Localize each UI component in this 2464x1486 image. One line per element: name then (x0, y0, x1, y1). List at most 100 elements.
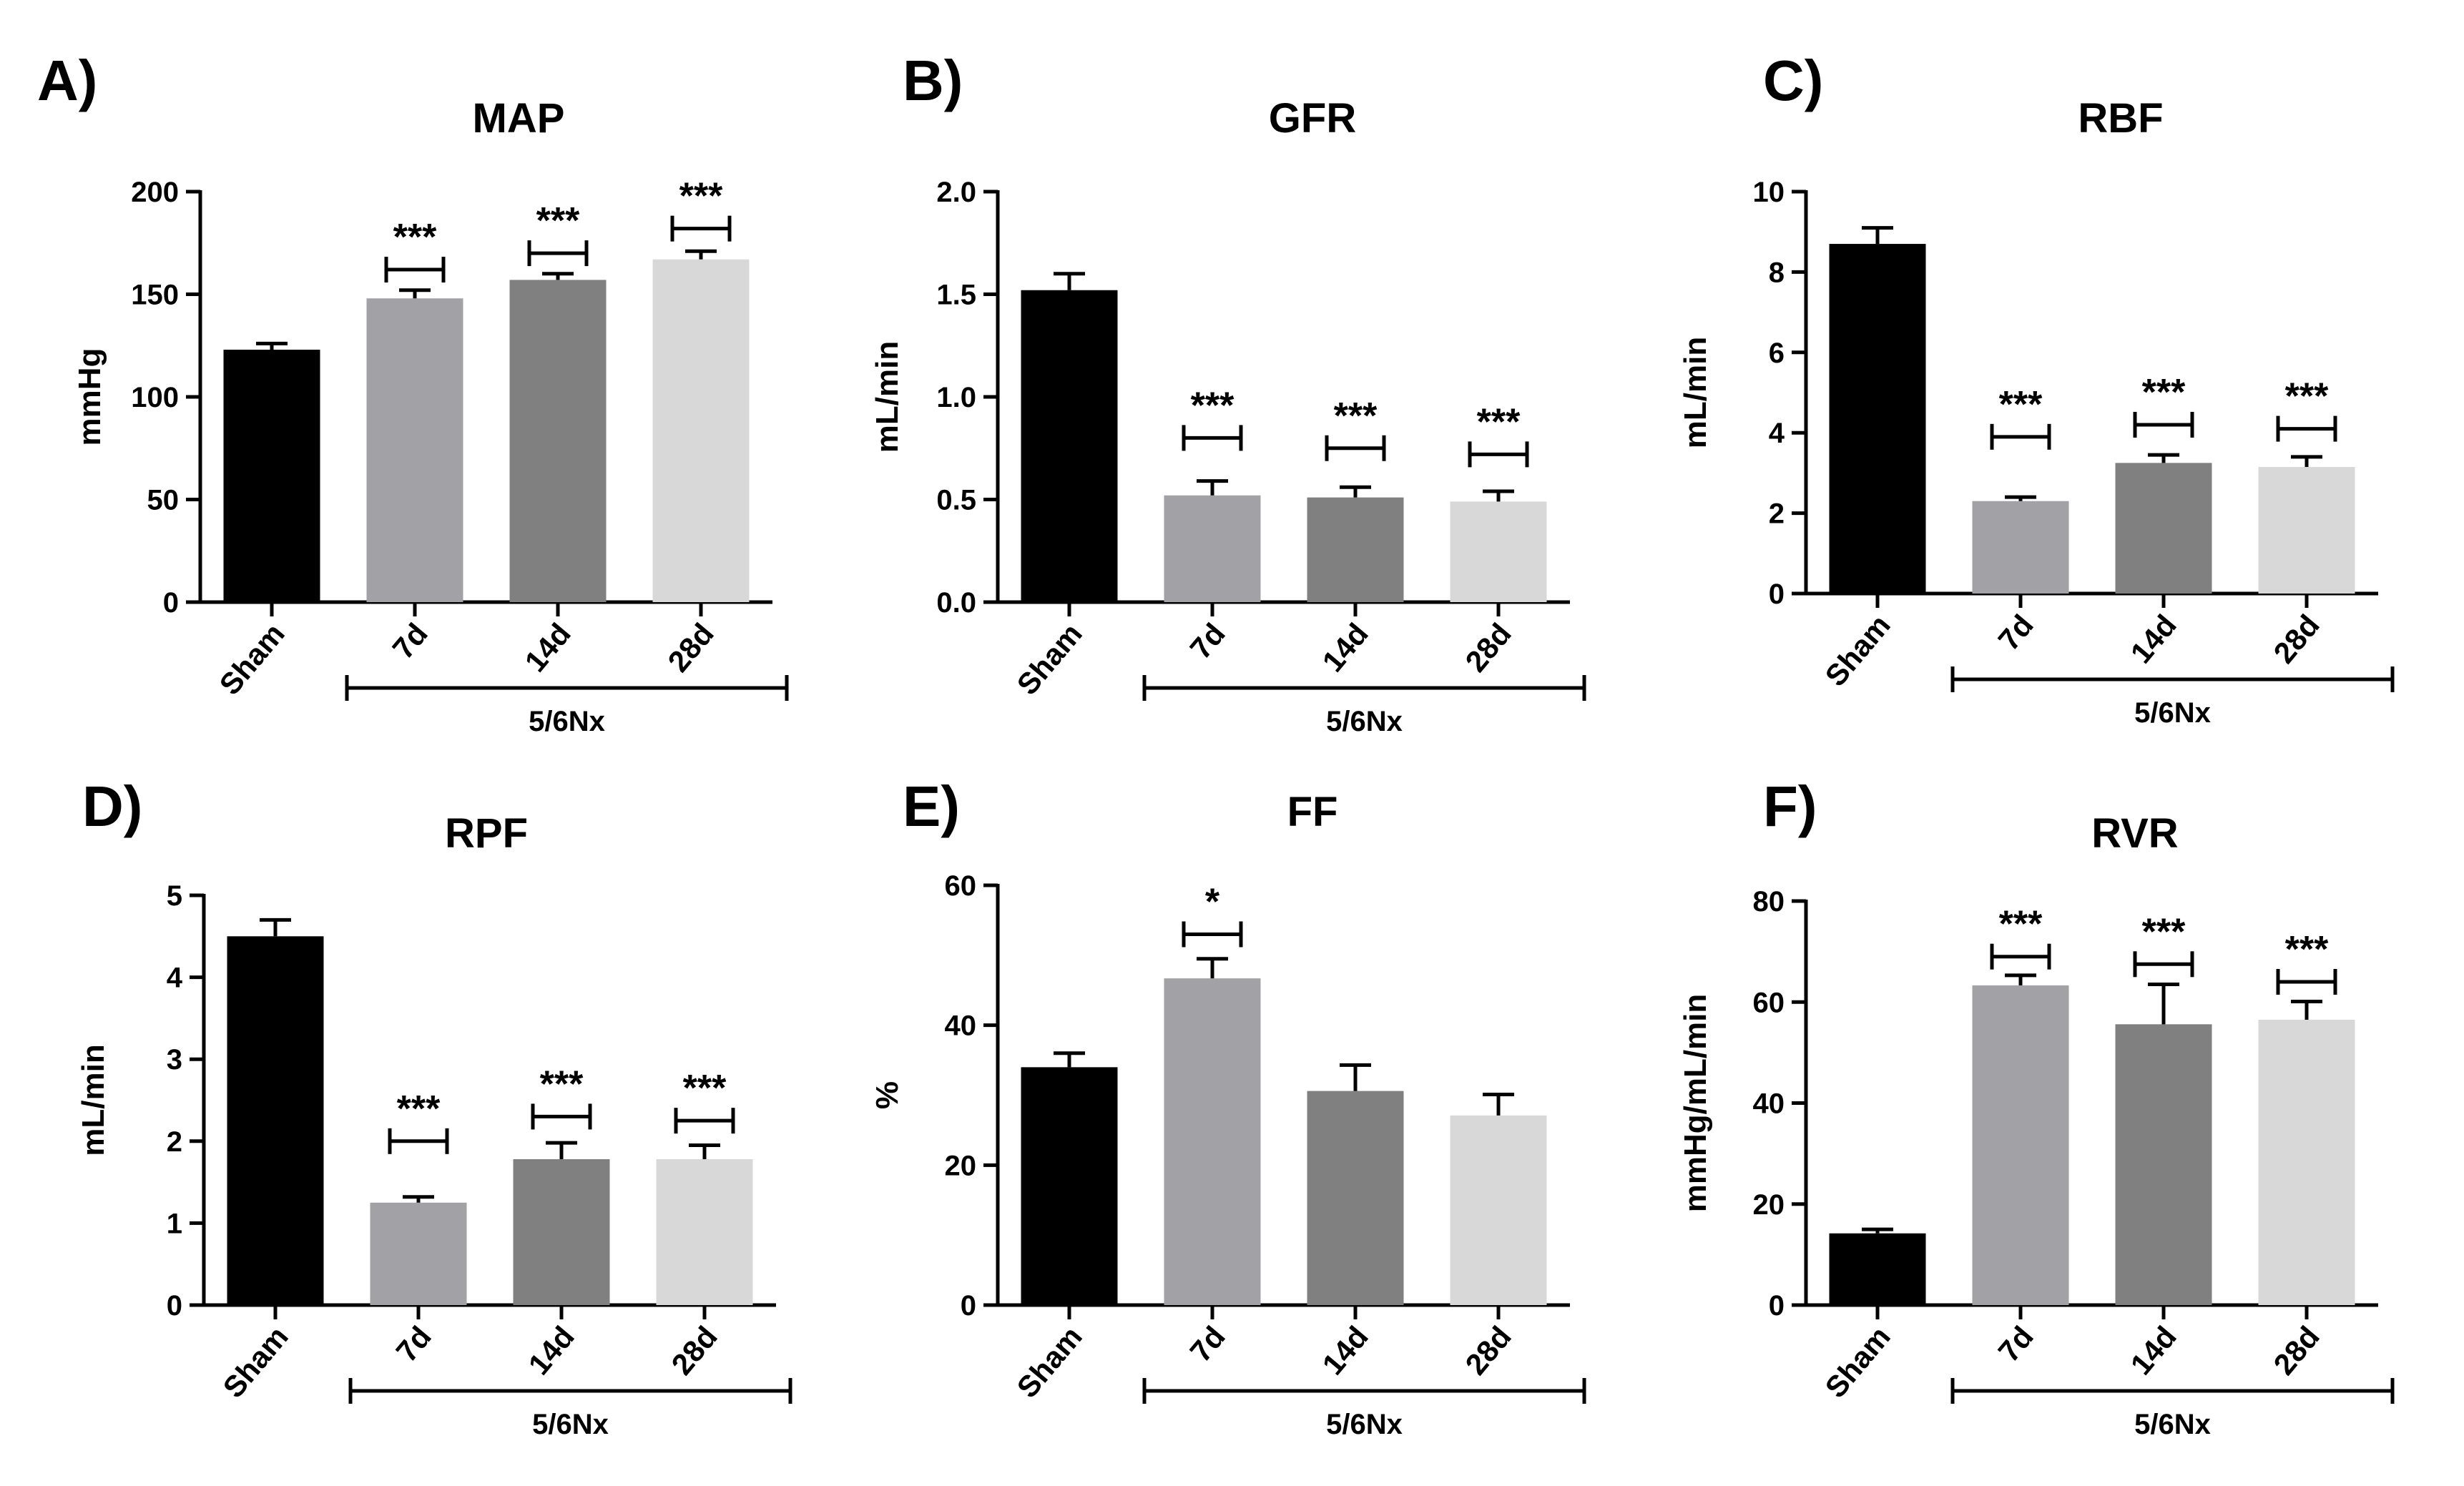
y-tick-label: 6 (1769, 338, 1785, 369)
x-tick-label: 14d (518, 617, 577, 679)
x-tick-label: Sham (1818, 1320, 1897, 1404)
y-tick-label: 0 (1769, 1290, 1785, 1322)
y-tick-label: 0.0 (936, 587, 976, 619)
bar-28d (1450, 501, 1547, 602)
significance-marker: *** (397, 1088, 441, 1130)
panel-letter: E) (903, 774, 960, 838)
group-label: 5/6Nx (2134, 1409, 2211, 1440)
x-tick-label: 28d (661, 617, 720, 679)
significance-marker: *** (1477, 401, 1521, 443)
y-tick-label: 100 (131, 382, 179, 413)
bar-sham (1829, 244, 1926, 594)
chart-title: RPF (445, 810, 528, 857)
panel-c: C) RBF 0 2 4 6 8 10 mL/min Sham 7d *** 14d *** 28d *** 5… (1678, 49, 2395, 729)
y-axis-label: % (870, 1081, 905, 1109)
y-axis-label: mmHg/mL/min (1678, 994, 1713, 1213)
significance-marker: *** (683, 1068, 727, 1109)
y-axis-label: mL/min (76, 1044, 111, 1156)
bar-14d (1307, 1091, 1404, 1305)
chart-title: GFR (1269, 95, 1356, 142)
panel-letter: B) (903, 49, 963, 112)
y-tick-label: 1 (167, 1208, 182, 1239)
bar-7d (370, 1202, 467, 1305)
significance-marker: *** (393, 217, 437, 258)
y-tick-label: 40 (945, 1010, 977, 1042)
significance-marker: *** (2285, 929, 2329, 970)
x-tick-label: 14d (2124, 609, 2183, 670)
panel-letter: F) (1763, 774, 1817, 838)
group-label: 5/6Nx (1326, 1409, 1403, 1440)
x-tick-label: Sham (212, 617, 291, 702)
panel-letter: C) (1763, 49, 1823, 112)
significance-marker: *** (2142, 911, 2186, 953)
bar-7d (366, 298, 463, 602)
bar-sham (227, 936, 324, 1305)
y-tick-label: 10 (1753, 177, 1785, 208)
y-tick-label: 60 (945, 870, 977, 902)
group-label: 5/6Nx (532, 1409, 609, 1440)
panel-a: A) MAP 0 50 100 150 200 mmHg Sham 7d *** 14d *** 28d *… (37, 49, 789, 737)
bar-7d (1972, 501, 2069, 594)
bar-28d (656, 1159, 753, 1305)
y-axis-label: mL/min (870, 341, 905, 453)
y-tick-label: 60 (1753, 987, 1785, 1018)
bar-14d (513, 1159, 610, 1305)
panel-b: B) GFR 0.0 0.5 1.0 1.5 2.0 mL/min Sham 7d *** 14d **… (870, 49, 1586, 737)
significance-marker: *** (2142, 372, 2186, 413)
y-axis-label: mmHg (72, 348, 107, 446)
chart-title: FF (1287, 789, 1338, 835)
x-tick-label: 7d (1183, 1320, 1232, 1369)
y-tick-label: 1.0 (936, 382, 976, 413)
panel-letter: A) (37, 49, 97, 112)
y-tick-label: 40 (1753, 1088, 1785, 1120)
y-tick-label: 80 (1753, 886, 1785, 917)
y-tick-label: 200 (131, 177, 179, 208)
x-tick-label: 14d (1315, 617, 1375, 679)
bar-sham (223, 349, 320, 602)
significance-marker: * (1205, 881, 1220, 922)
bar-sham (1829, 1233, 1926, 1305)
significance-marker: *** (1999, 384, 2043, 425)
significance-marker: *** (1334, 395, 1378, 437)
group-label: 5/6Nx (1326, 706, 1403, 737)
x-tick-label: 14d (2124, 1320, 2183, 1382)
x-tick-label: Sham (216, 1320, 295, 1404)
bar-28d (1450, 1115, 1547, 1305)
y-tick-label: 5 (167, 880, 182, 912)
y-tick-label: 150 (131, 280, 179, 311)
bar-14d (2115, 1024, 2212, 1305)
chart-title: RBF (2078, 95, 2163, 142)
y-tick-label: 4 (1769, 418, 1785, 449)
y-tick-label: 2 (167, 1126, 182, 1158)
x-tick-label: 14d (521, 1320, 581, 1382)
y-tick-label: 0.5 (936, 485, 976, 516)
x-tick-label: 7d (389, 1320, 438, 1369)
bar-14d (1307, 497, 1404, 602)
significance-marker: *** (536, 200, 580, 242)
y-tick-label: 2 (1769, 498, 1785, 530)
x-tick-label: Sham (1818, 609, 1897, 693)
panel-e: E) FF 0 20 40 60% Sham 7d * 14d 28d 5/6Nx (870, 774, 1586, 1440)
y-tick-label: 0 (1769, 579, 1785, 610)
group-label: 5/6Nx (529, 706, 605, 737)
panel-letter: D) (82, 774, 142, 838)
bar-14d (509, 280, 607, 602)
x-tick-label: 7d (386, 617, 434, 666)
x-tick-label: 7d (1991, 609, 2040, 657)
y-tick-label: 1.5 (936, 280, 976, 311)
x-tick-label: 28d (1458, 1320, 1518, 1382)
significance-marker: *** (540, 1063, 584, 1105)
x-tick-label: Sham (1010, 1320, 1089, 1404)
x-tick-label: 28d (664, 1320, 724, 1382)
bar-sham (1021, 290, 1118, 602)
significance-marker: *** (1999, 904, 2043, 945)
significance-marker: *** (2285, 376, 2329, 418)
y-tick-label: 0 (167, 1290, 182, 1322)
significance-marker: *** (679, 176, 723, 217)
x-tick-label: 28d (2267, 1320, 2326, 1382)
bar-7d (1972, 985, 2069, 1305)
x-tick-label: 28d (1458, 617, 1518, 679)
x-tick-label: 14d (1315, 1320, 1375, 1382)
chart-title: RVR (2091, 810, 2178, 857)
bar-sham (1021, 1067, 1118, 1305)
